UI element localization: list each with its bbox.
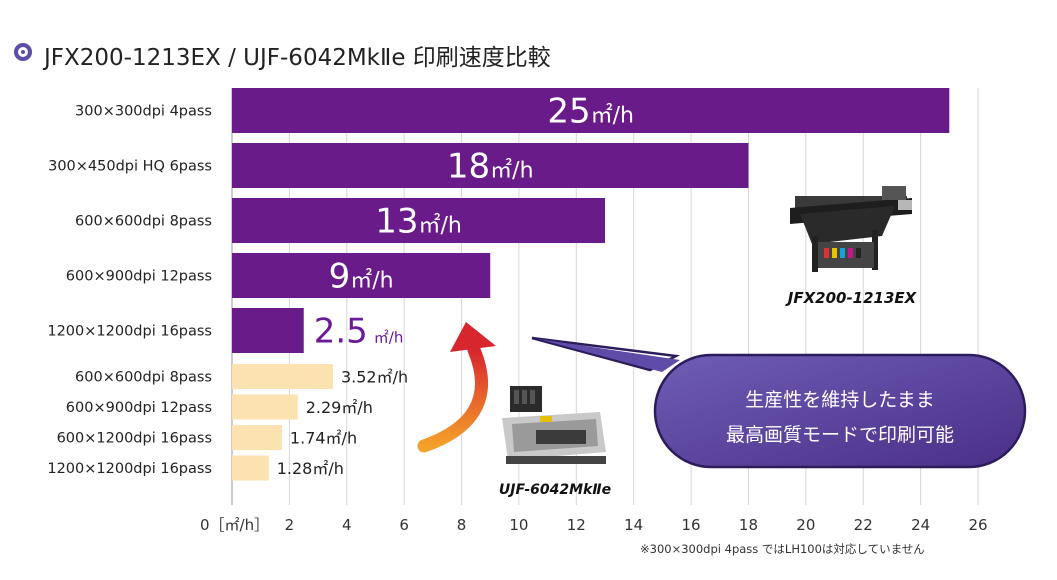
x-tick-label: 18 xyxy=(739,516,758,534)
x-tick-label: 12 xyxy=(567,516,586,534)
ujf-printer-image xyxy=(502,386,606,464)
value-label: 9㎡/h xyxy=(329,257,394,297)
x-tick-label: 4 xyxy=(342,516,352,534)
value-unit: ㎡/h xyxy=(350,268,393,294)
x-tick-label: 26 xyxy=(968,516,987,534)
value-label: 25㎡/h xyxy=(547,92,634,132)
category-label: 300×300dpi 4pass xyxy=(75,104,212,120)
jfx-printer-image xyxy=(790,186,912,272)
x-tick-label: 22 xyxy=(854,516,873,534)
value-unit: ㎡/h xyxy=(374,329,404,347)
callout-line-1: 生産性を維持したまま xyxy=(745,389,934,411)
value-label: 1.28㎡/h xyxy=(277,459,344,478)
bar xyxy=(232,88,950,133)
bar xyxy=(232,455,269,481)
value-label: 2.5 ㎡/h xyxy=(314,312,404,352)
bar xyxy=(232,143,749,188)
value-unit: ㎡/h xyxy=(326,429,358,448)
value-number: 25 xyxy=(547,92,590,132)
x-tick-label: 10 xyxy=(509,516,528,534)
value-number: 13 xyxy=(375,202,418,242)
value-unit: ㎡/h xyxy=(490,158,533,184)
x-axis: 0［㎡/h］ 2 4 6 8 10 12 14 16 18 20 22 24 26 xyxy=(200,88,988,534)
value-label: 3.52㎡/h xyxy=(341,368,408,387)
value-unit: ㎡/h xyxy=(377,368,409,387)
value-number: 18 xyxy=(447,147,490,187)
value-unit: ㎡/h xyxy=(591,103,634,129)
category-label: 600×900dpi 12pass xyxy=(66,269,212,285)
bar xyxy=(232,253,491,298)
upward-arrow-icon xyxy=(417,322,496,453)
value-number: 1.28 xyxy=(277,459,313,478)
category-labels: 300×300dpi 4pass 300×450dpi HQ 6pass 600×6… xyxy=(47,104,212,478)
jfx-printer-caption: JFX200-1213EX xyxy=(785,289,918,307)
category-label: 600×600dpi 8pass xyxy=(75,370,212,386)
value-label: 18㎡/h xyxy=(447,147,534,187)
category-label: 600×900dpi 12pass xyxy=(66,400,212,416)
category-label: 600×1200dpi 16pass xyxy=(57,431,212,447)
value-number: 9 xyxy=(329,257,351,297)
x-tick-label: 24 xyxy=(911,516,930,534)
value-unit: ㎡/h xyxy=(341,398,373,417)
category-label: 600×600dpi 8pass xyxy=(75,214,212,230)
value-number: 1.74 xyxy=(290,429,326,448)
value-number: 2.5 xyxy=(314,312,368,352)
category-label: 1200×1200dpi 16pass xyxy=(47,461,212,477)
bar xyxy=(232,308,304,353)
x-tick-label: 6 xyxy=(399,516,409,534)
callout-line-2: 最高画質モードで印刷可能 xyxy=(726,424,954,446)
category-label: 1200×1200dpi 16pass xyxy=(47,324,212,340)
value-label: 13㎡/h xyxy=(375,202,462,242)
value-number: 3.52 xyxy=(341,368,377,387)
x-tick-label: 20 xyxy=(796,516,815,534)
bar xyxy=(232,394,298,420)
footnote: ※300×300dpi 4pass ではLH100は対応していません xyxy=(640,542,925,556)
x-tick-label: 8 xyxy=(457,516,467,534)
chart-title: JFX200-1213EX / UJF-6042MkⅡe 印刷速度比較 xyxy=(44,45,551,71)
x-tick-label: 14 xyxy=(624,516,643,534)
value-label: 1.74㎡/h xyxy=(290,429,357,448)
value-unit: ㎡/h xyxy=(418,213,461,239)
bar xyxy=(232,198,605,243)
x-tick-label: 2 xyxy=(285,516,295,534)
category-label: 300×450dpi HQ 6pass xyxy=(48,159,212,175)
x-tick-label: 16 xyxy=(682,516,701,534)
callout-bubble xyxy=(531,336,1027,469)
x-tick-label: 0［㎡/h］ xyxy=(200,516,269,534)
title-bullet-icon xyxy=(14,43,32,61)
value-number: 2.29 xyxy=(306,398,342,417)
value-unit: ㎡/h xyxy=(312,459,344,478)
ujf-printer-caption: UJF-6042MkⅡe xyxy=(499,482,611,498)
bar xyxy=(232,364,333,389)
value-label: 2.29㎡/h xyxy=(306,398,373,417)
bar xyxy=(232,425,282,450)
